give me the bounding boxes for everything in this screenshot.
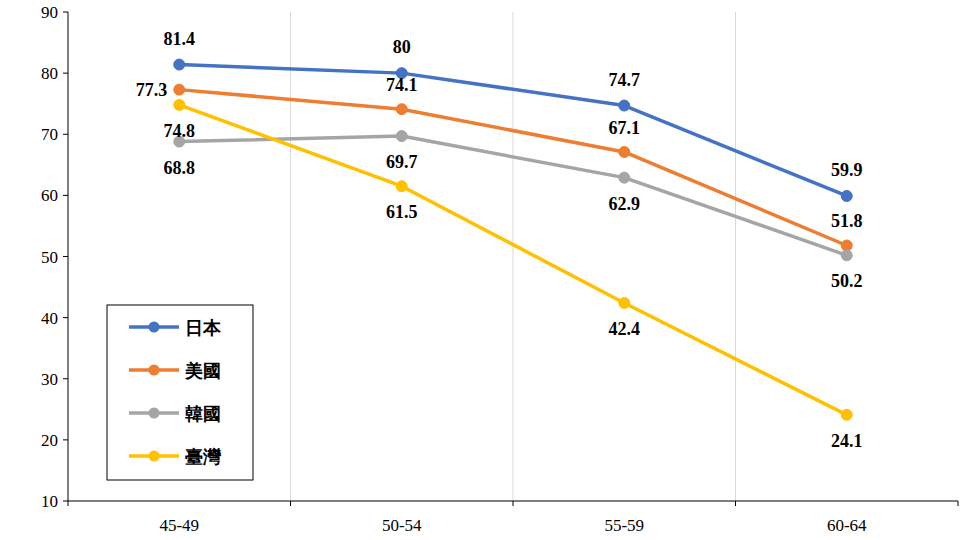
legend-marker <box>149 322 160 333</box>
x-tick <box>290 501 291 506</box>
legend-marker <box>149 365 160 376</box>
y-tick-label: 10 <box>41 492 58 511</box>
plot-area <box>174 59 853 420</box>
data-label: 80 <box>393 37 411 57</box>
series-line <box>179 136 847 255</box>
y-tick-label: 80 <box>41 64 58 83</box>
grid-line <box>735 12 736 501</box>
data-label: 68.8 <box>164 158 196 178</box>
series-marker <box>174 84 185 95</box>
series-marker <box>619 297 630 308</box>
legend-label: 韓國 <box>185 403 221 424</box>
data-label: 61.5 <box>386 202 418 222</box>
x-tick-label: 50-54 <box>382 516 422 535</box>
data-label: 74.8 <box>164 121 196 141</box>
data-label: 69.7 <box>386 152 418 172</box>
legend-label: 日本 <box>185 317 222 338</box>
y-tick <box>63 501 68 502</box>
data-label: 51.8 <box>831 211 863 231</box>
y-tick-label: 60 <box>41 186 58 205</box>
y-tick <box>63 195 68 196</box>
y-tick <box>63 317 68 318</box>
data-label: 50.2 <box>831 271 863 291</box>
data-label: 77.3 <box>136 80 168 100</box>
data-label: 74.1 <box>386 75 418 95</box>
legend-marker <box>149 451 160 462</box>
data-label: 59.9 <box>831 160 863 180</box>
y-axis <box>68 12 69 501</box>
series-marker <box>619 146 630 157</box>
y-tick-label: 40 <box>41 309 58 328</box>
series-marker <box>841 190 852 201</box>
legend-label: 美國 <box>184 360 221 381</box>
legend-marker <box>149 408 160 419</box>
series-marker <box>174 59 185 70</box>
grid-line <box>513 12 514 501</box>
chart: 10 20 30 40 50 60 70 80 90 45-49 50-54 55-59 60-64 81… <box>0 0 968 540</box>
y-tick-label: 20 <box>41 431 58 450</box>
y-tick-label: 50 <box>41 248 58 267</box>
x-tick <box>735 501 736 506</box>
series-marker <box>619 172 630 183</box>
x-tick-label: 60-64 <box>827 516 867 535</box>
chart-root: 10 20 30 40 50 60 70 80 90 45-49 50-54 55-59 60-64 81… <box>0 0 968 540</box>
series-marker <box>396 104 407 115</box>
series-marker <box>841 409 852 420</box>
data-label: 62.9 <box>609 194 641 214</box>
data-label: 67.1 <box>609 118 641 138</box>
data-label: 24.1 <box>831 431 863 451</box>
y-tick-label: 70 <box>41 125 58 144</box>
series-marker <box>396 131 407 142</box>
legend-box <box>107 305 253 480</box>
y-tick <box>63 73 68 74</box>
y-tick <box>63 378 68 379</box>
series-marker <box>619 100 630 111</box>
legend: 日本美國韓國臺灣 <box>107 305 253 480</box>
legend-label: 臺灣 <box>185 446 222 467</box>
y-tick <box>63 134 68 135</box>
y-tick <box>63 439 68 440</box>
x-tick-label: 45-49 <box>159 516 199 535</box>
series-marker <box>396 181 407 192</box>
x-tick <box>68 501 69 506</box>
data-label: 81.4 <box>164 29 196 49</box>
y-tick <box>63 12 68 13</box>
series-marker <box>841 250 852 261</box>
series-marker <box>174 99 185 110</box>
data-label: 74.7 <box>609 70 641 90</box>
grid-line <box>290 12 291 501</box>
y-tick-label: 90 <box>41 3 58 22</box>
data-label: 42.4 <box>609 319 641 339</box>
y-tick <box>63 256 68 257</box>
y-tick-label: 30 <box>41 370 58 389</box>
x-tick <box>958 501 959 506</box>
x-tick <box>513 501 514 506</box>
series-line <box>179 105 847 415</box>
x-tick-label: 55-59 <box>604 516 644 535</box>
